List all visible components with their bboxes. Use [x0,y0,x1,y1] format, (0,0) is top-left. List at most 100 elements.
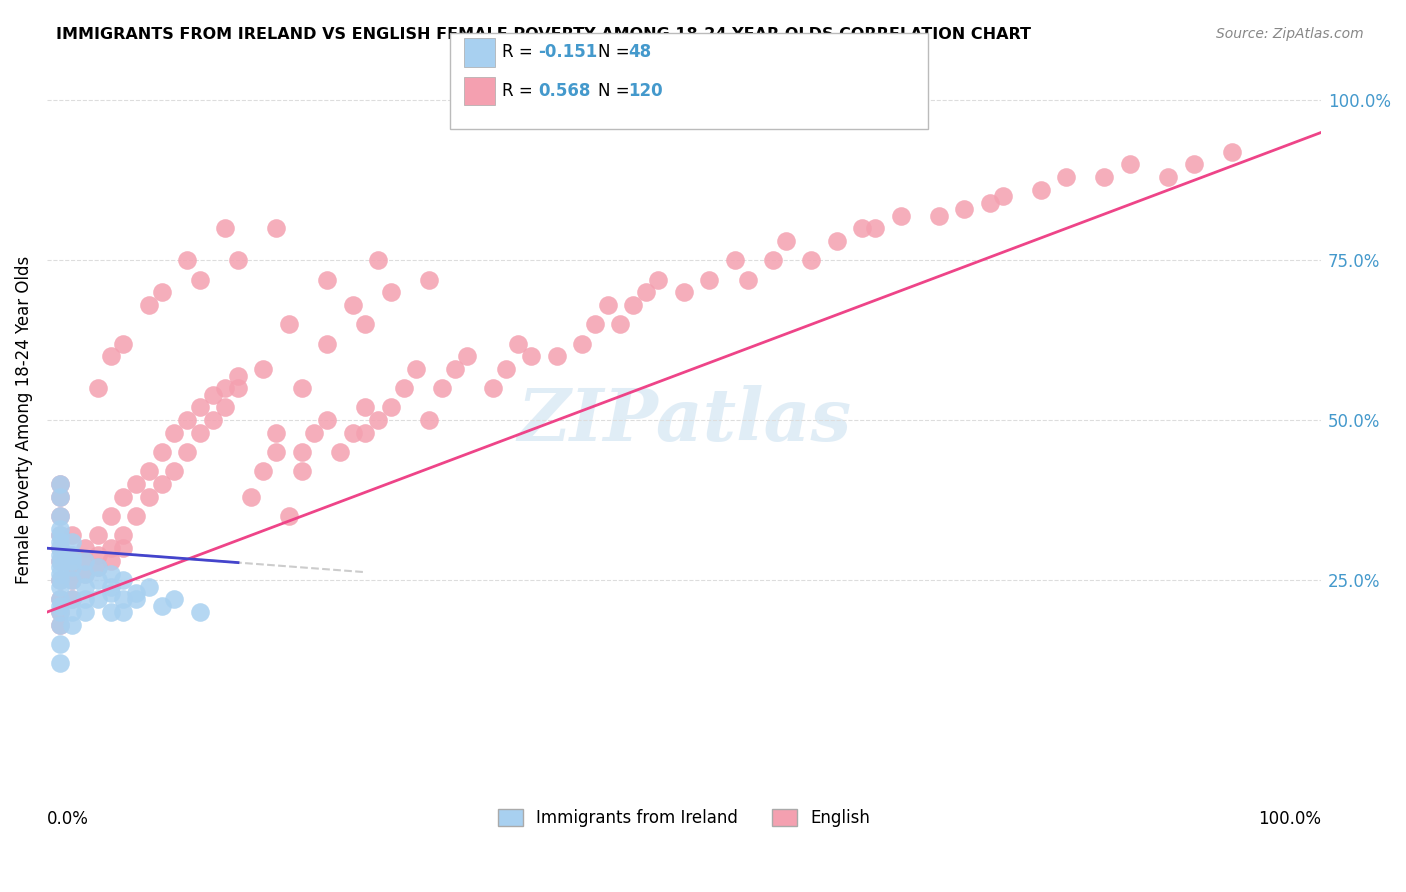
Point [176,253,198,268]
Point [112,541,135,556]
Point [800,253,823,268]
Text: N =: N = [598,82,634,100]
Point [60,560,83,574]
Point [100,605,122,619]
Point [163,592,186,607]
Point [112,336,135,351]
Point [863,221,886,235]
Point [75,592,97,607]
Point [405,362,427,376]
Point [48,490,70,504]
Point [100,586,122,600]
Point [87,381,110,395]
Point [1119,157,1142,171]
Point [112,605,135,619]
Legend: Immigrants from Ireland, English: Immigrants from Ireland, English [492,803,876,834]
Point [1054,170,1077,185]
Point [418,413,440,427]
Point [278,318,301,332]
Point [583,318,606,332]
Point [647,272,669,286]
Point [48,573,70,587]
Text: ZIPatlas: ZIPatlas [517,384,851,456]
Text: R =: R = [502,82,538,100]
Point [48,554,70,568]
Point [87,560,110,574]
Point [48,477,70,491]
Point [316,272,339,286]
Point [87,560,110,574]
Point [87,573,110,587]
Point [979,195,1001,210]
Point [890,209,912,223]
Point [138,580,160,594]
Point [188,272,211,286]
Point [100,566,122,581]
Point [342,426,364,441]
Point [48,657,70,671]
Point [520,349,543,363]
Point [508,336,530,351]
Point [87,592,110,607]
Point [60,560,83,574]
Point [609,318,631,332]
Point [112,490,135,504]
Point [214,221,236,235]
Point [48,477,70,491]
Point [48,522,70,536]
Point [239,490,262,504]
Point [762,253,785,268]
Point [75,554,97,568]
Point [1094,170,1116,185]
Point [138,490,160,504]
Point [125,477,148,491]
Point [48,509,70,524]
Point [1157,170,1180,185]
Point [100,541,122,556]
Point [48,541,70,556]
Text: IMMIGRANTS FROM IRELAND VS ENGLISH FEMALE POVERTY AMONG 18-24 YEAR OLDS CORRELAT: IMMIGRANTS FROM IRELAND VS ENGLISH FEMAL… [56,27,1031,42]
Point [87,528,110,542]
Point [60,548,83,562]
Point [75,580,97,594]
Point [48,534,70,549]
Text: -0.151: -0.151 [538,43,598,61]
Point [1220,145,1243,159]
Point [60,618,83,632]
Point [291,465,314,479]
Point [1029,183,1052,197]
Text: 0.568: 0.568 [538,82,591,100]
Point [48,618,70,632]
Point [264,426,287,441]
Point [354,401,377,415]
Text: R =: R = [502,43,538,61]
Point [825,234,848,248]
Point [226,368,249,383]
Point [443,362,465,376]
Point [138,298,160,312]
Point [138,465,160,479]
Point [214,401,236,415]
Point [112,573,135,587]
Point [354,426,377,441]
Point [60,592,83,607]
Point [100,580,122,594]
Point [75,541,97,556]
Point [316,413,339,427]
Point [188,426,211,441]
Point [48,592,70,607]
Point [188,401,211,415]
Point [316,336,339,351]
Point [48,548,70,562]
Point [176,413,198,427]
Point [1182,157,1205,171]
Point [264,221,287,235]
Point [125,509,148,524]
Text: 48: 48 [628,43,651,61]
Point [329,445,352,459]
Point [48,605,70,619]
Point [252,465,274,479]
Text: 100.0%: 100.0% [1258,811,1322,829]
Y-axis label: Female Poverty Among 18-24 Year Olds: Female Poverty Among 18-24 Year Olds [15,256,32,584]
Point [596,298,619,312]
